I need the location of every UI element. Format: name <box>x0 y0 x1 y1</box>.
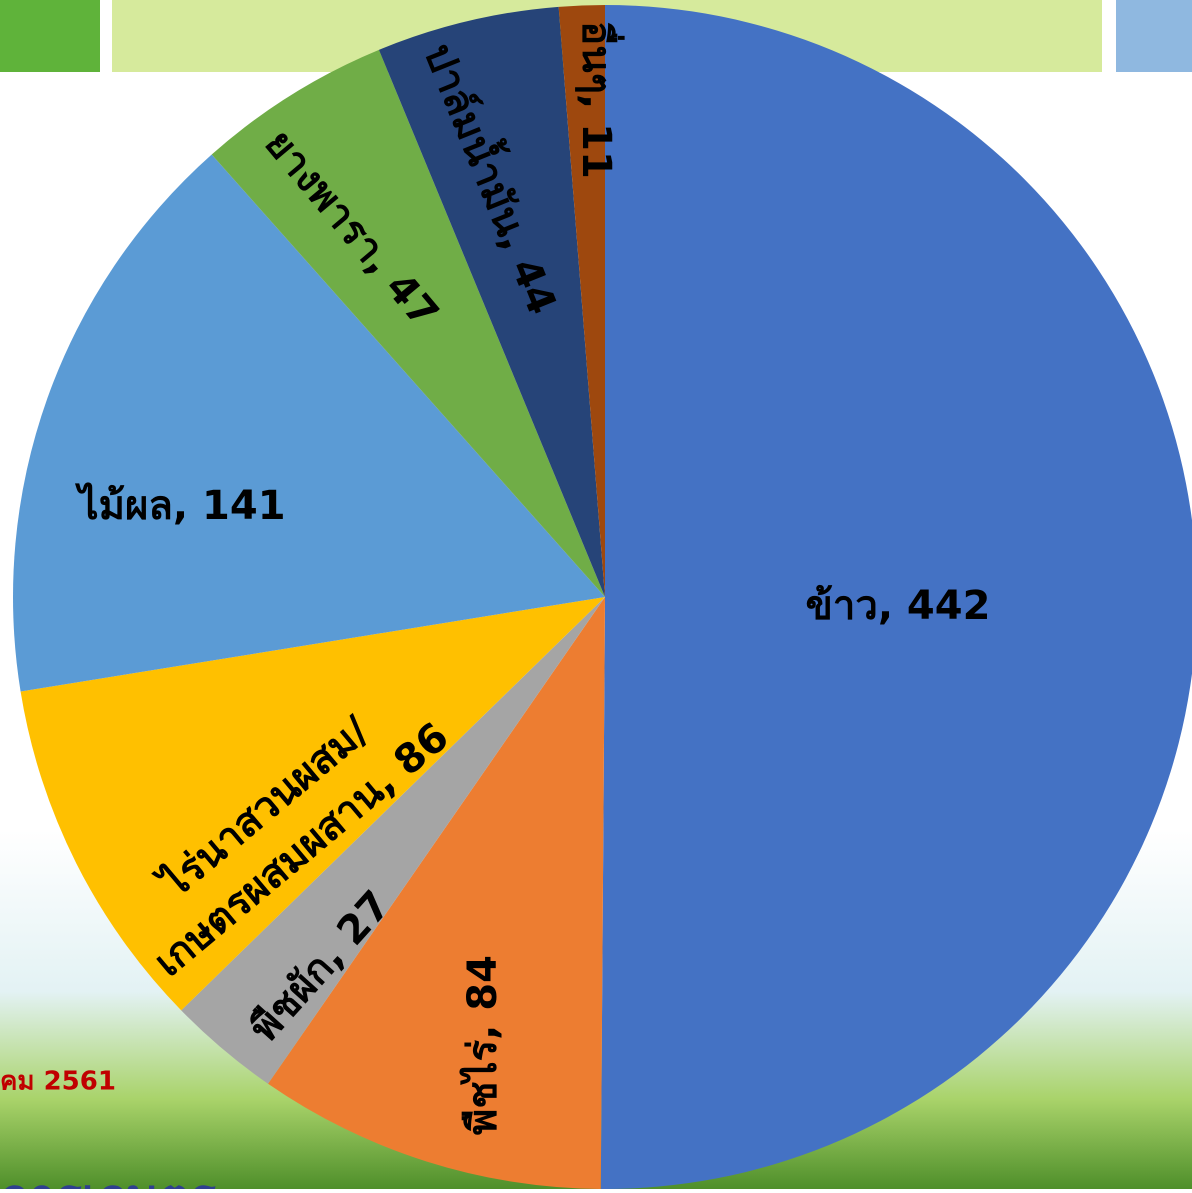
page: คม 2561 การเกษตร ข้าว, 442พืชไร่, 84พืชผ… <box>0 0 1192 1189</box>
data-label: อื่นๆ, 11 <box>573 21 625 179</box>
banner-left <box>0 0 100 72</box>
footer-caption: การเกษตร <box>0 1169 216 1189</box>
footer-date: คม 2561 <box>0 1067 116 1097</box>
data-label: ข้าว, 442 <box>806 583 991 629</box>
banner-right <box>1116 0 1192 72</box>
data-label: ไม้ผล, 141 <box>74 482 285 529</box>
data-label: พืชไร่, 84 <box>459 955 506 1135</box>
